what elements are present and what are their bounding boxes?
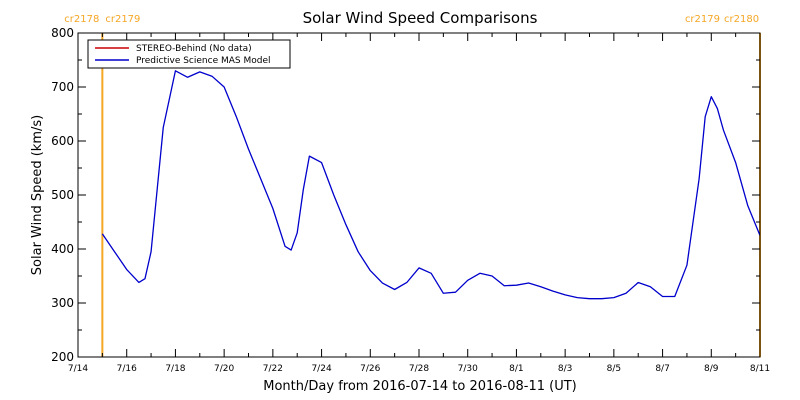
x-tick-label: 8/7	[655, 364, 669, 374]
carrington-marker-left-label: cr2178	[64, 14, 99, 25]
series-layer	[101, 70, 761, 300]
y-tick-label: 400	[51, 242, 74, 256]
legend-label-stereo-behind: STEREO-Behind (No data)	[136, 44, 252, 54]
x-tick-label: 7/18	[165, 364, 185, 374]
y-tick-label: 300	[51, 296, 74, 310]
y-tick-label: 800	[51, 26, 74, 40]
x-tick-label: 8/5	[607, 364, 621, 374]
x-tick-label: 7/22	[263, 364, 283, 374]
x-tick-label: 8/11	[750, 364, 770, 374]
legend-box	[87, 39, 291, 69]
x-tick-label: 7/14	[68, 364, 88, 374]
chart-title: Solar Wind Speed Comparisons	[303, 9, 538, 27]
x-tick-label: 7/26	[360, 364, 380, 374]
carrington-marker-left-label: cr2179	[685, 14, 720, 25]
x-tick-label: 7/20	[214, 364, 234, 374]
y-axis-label: Solar Wind Speed (km/s)	[30, 115, 45, 275]
series-line-1	[101, 70, 761, 300]
y-tick-label: 500	[51, 188, 74, 202]
y-tick-label: 700	[51, 80, 74, 94]
x-tick-label: 7/30	[458, 364, 478, 374]
carrington-marker-right-label: cr2179	[105, 14, 140, 25]
x-tick-label: 8/1	[509, 364, 523, 374]
y-tick-label: 200	[51, 350, 74, 364]
x-tick-label: 8/3	[558, 364, 572, 374]
x-tick-label: 7/24	[311, 364, 331, 374]
y-axis: 200 300 400 500 600 700 800	[51, 26, 760, 364]
x-axis: 7/14 7/16 7/18 7/20 7/22 7/24 7/26 7/28 7/30 8/1 8…	[68, 33, 770, 374]
x-tick-label: 7/16	[117, 364, 137, 374]
legend: STEREO-Behind (No data) Predictive Scien…	[87, 39, 291, 69]
carrington-marker-right-label: cr2180	[724, 14, 759, 25]
y-tick-label: 600	[51, 134, 74, 148]
legend-label-mas-model: Predictive Science MAS Model	[136, 56, 271, 66]
x-tick-label: 7/28	[409, 364, 429, 374]
x-axis-label: Month/Day from 2016-07-14 to 2016-08-11 …	[263, 379, 576, 394]
x-tick-label: 8/9	[704, 364, 719, 374]
